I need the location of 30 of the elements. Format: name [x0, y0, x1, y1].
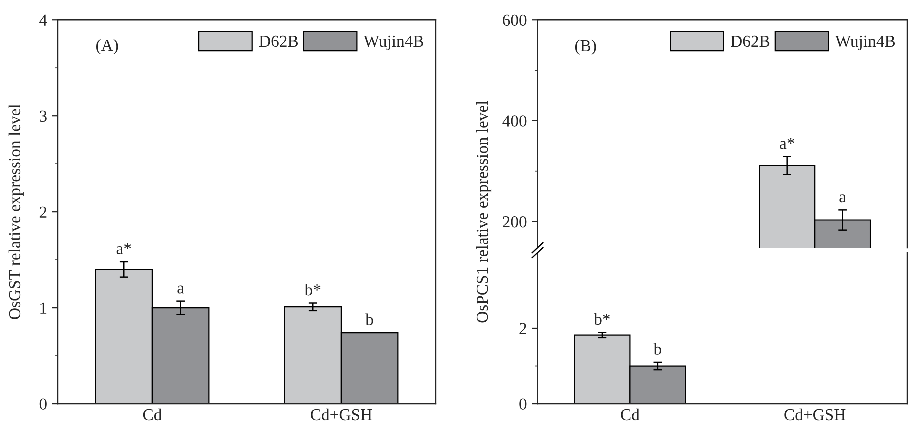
x-tick-label: Cd+GSH	[784, 408, 846, 421]
x-tick-label: Cd+GSH	[311, 408, 372, 421]
y-tick-label: 2	[40, 206, 47, 218]
data-label: a*	[780, 138, 794, 150]
annotation: (A)	[96, 39, 118, 55]
data-label: a*	[116, 243, 132, 254]
y-tick-label: 600	[503, 14, 527, 26]
data-label: b*	[594, 313, 610, 326]
data-label: a	[178, 286, 184, 294]
data-label: b	[366, 314, 374, 326]
annotation: (B)	[575, 40, 596, 56]
y-tick-label: 2	[520, 323, 526, 334]
legend-label: Wujin4B	[835, 36, 896, 50]
y-tick-label: 400	[502, 116, 527, 127]
y-tick-label: 200	[503, 216, 527, 228]
x-tick-label: Cd	[143, 408, 162, 421]
y-axis-title: OsPCS1 relative expression level	[476, 101, 492, 323]
legend-label: D62B	[260, 36, 298, 48]
y-tick-label: 4	[40, 14, 48, 26]
data-label: b	[654, 343, 662, 355]
x-tick-label: Cd	[621, 408, 640, 421]
y-tick-label: 1	[40, 302, 47, 314]
legend-label: Wujin4B	[364, 36, 424, 50]
y-tick-label: 0	[40, 398, 47, 410]
data-label: a	[840, 194, 846, 203]
y-tick-label: 0	[520, 398, 527, 410]
legend-label: D62B	[731, 36, 770, 48]
y-tick-label: 3	[40, 110, 47, 122]
y-axis-title: OsGST relative expression level	[8, 104, 24, 320]
data-label: b*	[304, 284, 321, 296]
